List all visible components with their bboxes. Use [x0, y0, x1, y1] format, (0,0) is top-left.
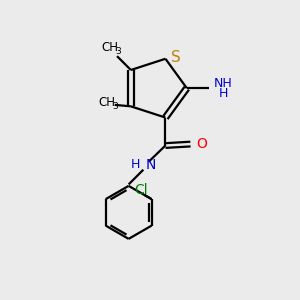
Text: 3: 3: [115, 47, 121, 56]
Text: H: H: [219, 87, 229, 100]
Text: H: H: [130, 158, 140, 171]
Text: NH: NH: [214, 77, 233, 90]
Text: CH: CH: [99, 96, 116, 109]
Text: N: N: [146, 158, 156, 172]
Text: S: S: [171, 50, 181, 65]
Text: O: O: [196, 137, 207, 151]
Text: CH: CH: [102, 41, 119, 54]
Text: Cl: Cl: [134, 183, 148, 197]
Text: 3: 3: [112, 102, 118, 111]
